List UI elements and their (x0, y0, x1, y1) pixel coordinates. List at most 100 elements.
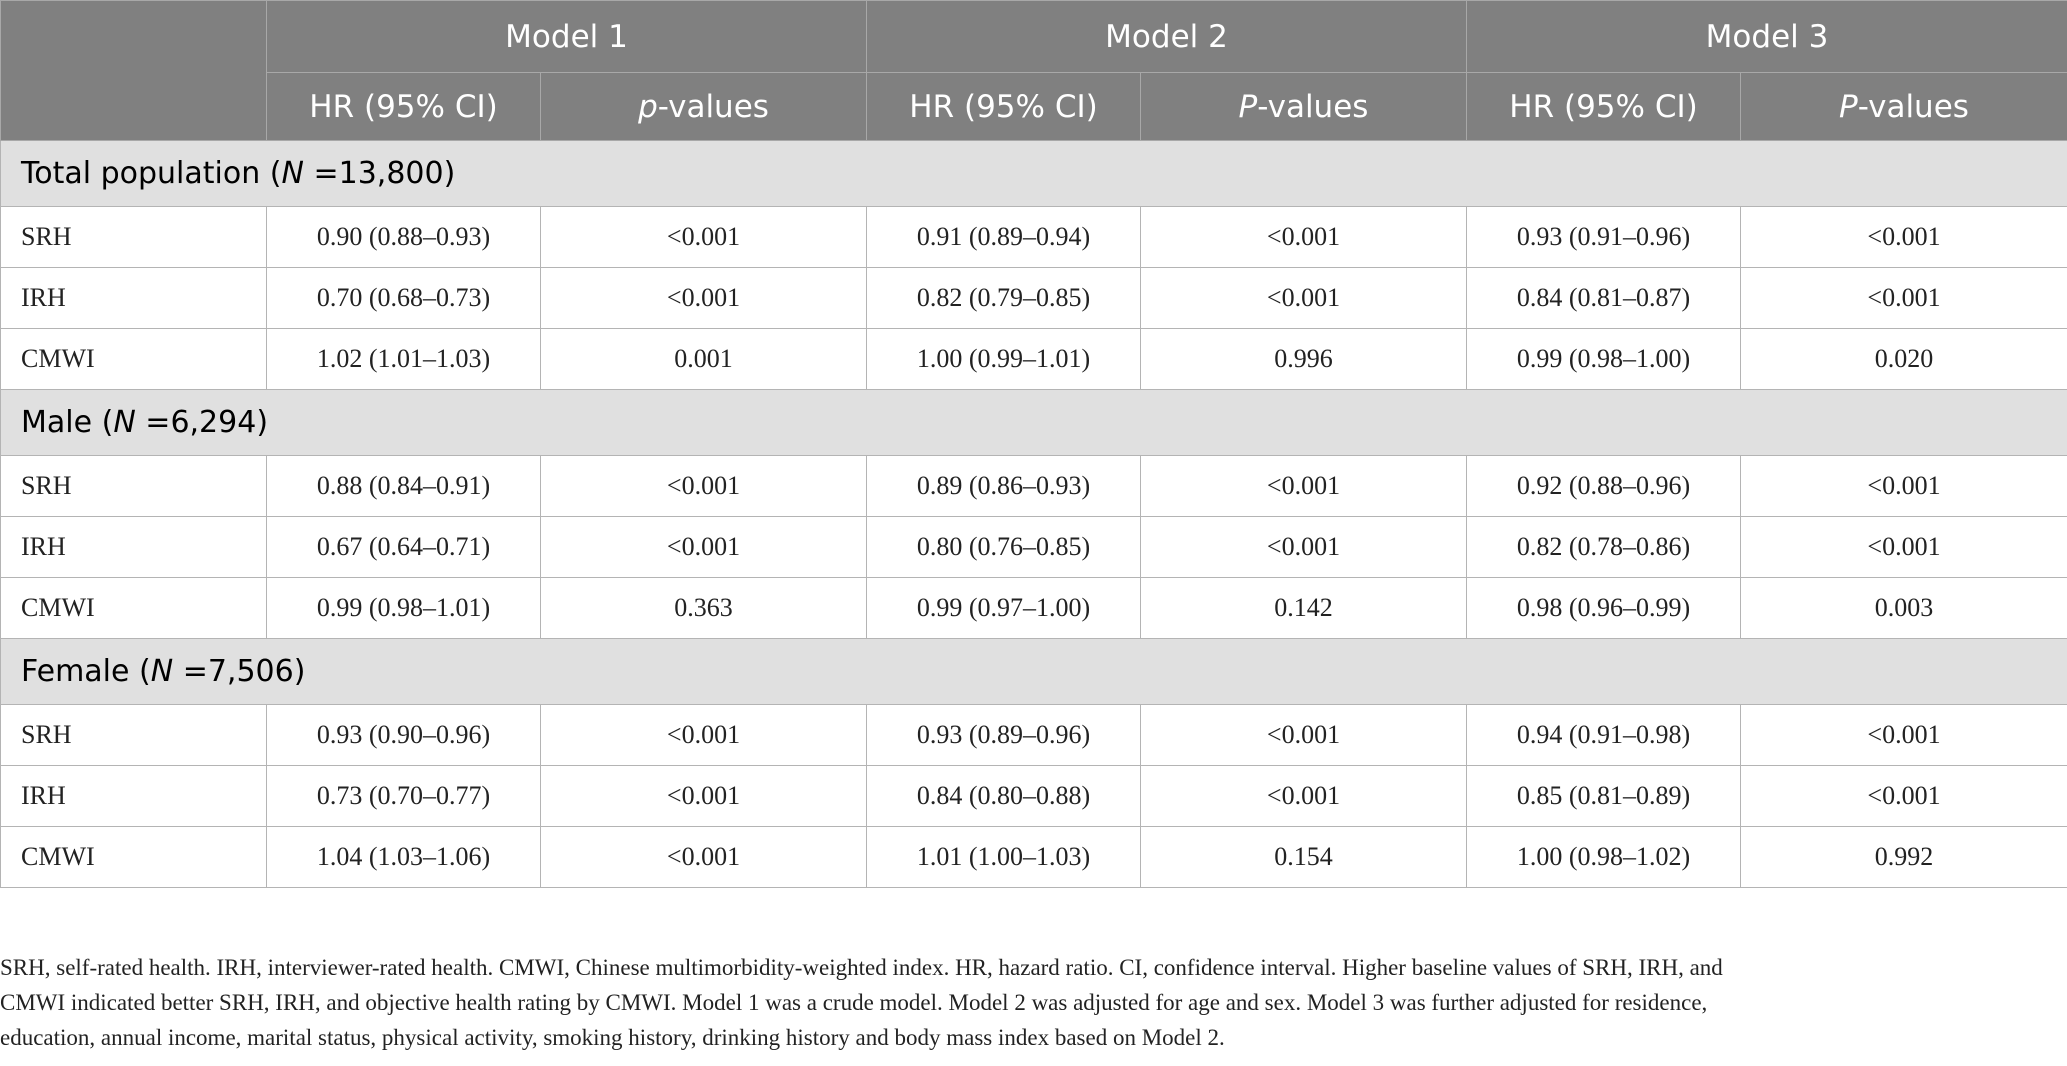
column-header: HR (95% CI) (866, 72, 1141, 141)
column-header: HR (95% CI) (266, 72, 541, 141)
data-cell: 0.93 (0.89–0.96) (866, 704, 1141, 766)
section-label: Male (N =6,294) (0, 389, 2067, 456)
row-label: SRH (0, 455, 267, 517)
column-header: HR (95% CI) (1466, 72, 1741, 141)
section-row: Total population (N =13,800) (0, 140, 2067, 207)
results-table: Model 1 Model 2 Model 3 HR (95% CI) p-values… (0, 0, 2067, 888)
row-label: CMWI (0, 826, 267, 888)
section-text: =7,506) (173, 654, 306, 689)
data-cell: 1.00 (0.99–1.01) (866, 328, 1141, 390)
data-row: SRH 0.90 (0.88–0.93) <0.001 0.91 (0.89–0.94… (0, 206, 2067, 268)
model-header: Model 2 (866, 0, 1467, 73)
data-cell: <0.001 (540, 704, 867, 766)
data-cell: 0.996 (1140, 328, 1467, 390)
section-text: Male ( (21, 405, 114, 440)
data-cell: 0.001 (540, 328, 867, 390)
data-row: IRH 0.70 (0.68–0.73) <0.001 0.82 (0.79–0.85… (0, 267, 2067, 329)
italic-symbol: P (1238, 88, 1258, 125)
data-row: IRH 0.67 (0.64–0.71) <0.001 0.80 (0.76–0.85… (0, 516, 2067, 578)
data-cell: <0.001 (1740, 267, 2067, 329)
data-cell: 0.84 (0.80–0.88) (866, 765, 1141, 827)
data-cell: 0.91 (0.89–0.94) (866, 206, 1141, 268)
data-cell: 0.363 (540, 577, 867, 639)
section-label: Female (N =7,506) (0, 638, 2067, 705)
data-cell: 0.99 (0.98–1.01) (266, 577, 541, 639)
italic-symbol: P (1839, 88, 1858, 125)
data-cell: <0.001 (540, 267, 867, 329)
section-text: =6,294) (135, 405, 269, 440)
data-cell: <0.001 (1740, 455, 2067, 517)
data-row: SRH 0.93 (0.90–0.96) <0.001 0.93 (0.89–0.96… (0, 704, 2067, 766)
data-cell: 0.98 (0.96–0.99) (1466, 577, 1741, 639)
data-cell: 0.70 (0.68–0.73) (266, 267, 541, 329)
data-cell: 0.89 (0.86–0.93) (866, 455, 1141, 517)
italic-symbol: p (638, 88, 658, 125)
row-label: CMWI (0, 328, 267, 390)
row-label: CMWI (0, 577, 267, 639)
italic-symbol: N (281, 156, 304, 191)
data-cell: 0.85 (0.81–0.89) (1466, 765, 1741, 827)
data-cell: <0.001 (540, 516, 867, 578)
data-cell: <0.001 (1740, 516, 2067, 578)
data-row: CMWI 0.99 (0.98–1.01) 0.363 0.99 (0.97–1.00… (0, 577, 2067, 639)
data-cell: <0.001 (1740, 206, 2067, 268)
row-label: SRH (0, 206, 267, 268)
data-cell: <0.001 (1740, 765, 2067, 827)
data-cell: 0.992 (1740, 826, 2067, 888)
footnote: SRH, self-rated health. IRH, interviewer… (0, 950, 2067, 1055)
section-label: Total population (N =13,800) (0, 140, 2067, 207)
data-cell: 0.003 (1740, 577, 2067, 639)
data-cell: <0.001 (1140, 267, 1467, 329)
section-row: Female (N =7,506) (0, 638, 2067, 705)
row-label: IRH (0, 267, 267, 329)
data-cell: <0.001 (540, 826, 867, 888)
column-header-text: -values (657, 88, 769, 125)
data-cell: 0.154 (1140, 826, 1467, 888)
data-cell: <0.001 (540, 206, 867, 268)
section-row: Male (N =6,294) (0, 389, 2067, 456)
data-cell: 0.99 (0.97–1.00) (866, 577, 1141, 639)
data-cell: <0.001 (1140, 206, 1467, 268)
data-row: CMWI 1.04 (1.03–1.06) <0.001 1.01 (1.00–1.0… (0, 826, 2067, 888)
row-label: SRH (0, 704, 267, 766)
footnote-line: SRH, self-rated health. IRH, interviewer… (0, 955, 1723, 980)
data-cell: 0.94 (0.91–0.98) (1466, 704, 1741, 766)
data-cell: 0.80 (0.76–0.85) (866, 516, 1141, 578)
data-cell: 0.73 (0.70–0.77) (266, 765, 541, 827)
footnote-line: education, annual income, marital status… (0, 1025, 1225, 1050)
data-cell: 0.020 (1740, 328, 2067, 390)
data-cell: 1.01 (1.00–1.03) (866, 826, 1141, 888)
data-cell: 0.90 (0.88–0.93) (266, 206, 541, 268)
data-cell: 0.82 (0.78–0.86) (1466, 516, 1741, 578)
data-cell: 0.82 (0.79–0.85) (866, 267, 1141, 329)
data-cell: <0.001 (1140, 765, 1467, 827)
data-cell: <0.001 (1140, 704, 1467, 766)
data-cell: <0.001 (540, 455, 867, 517)
column-header-text: -values (1257, 88, 1369, 125)
data-cell: <0.001 (1740, 704, 2067, 766)
row-label: IRH (0, 516, 267, 578)
data-cell: <0.001 (540, 765, 867, 827)
model-header: Model 1 (266, 0, 867, 73)
section-text: =13,800) (303, 156, 456, 191)
data-cell: 0.93 (0.90–0.96) (266, 704, 541, 766)
data-cell: 0.67 (0.64–0.71) (266, 516, 541, 578)
data-cell: 0.84 (0.81–0.87) (1466, 267, 1741, 329)
italic-symbol: N (113, 405, 136, 440)
column-header: p-values (540, 72, 867, 141)
row-label: IRH (0, 765, 267, 827)
data-row: SRH 0.88 (0.84–0.91) <0.001 0.89 (0.86–0.93… (0, 455, 2067, 517)
data-row: CMWI 1.02 (1.01–1.03) 0.001 1.00 (0.99–1.01… (0, 328, 2067, 390)
column-header: P-values (1740, 72, 2067, 141)
header-row: Model 1 Model 2 Model 3 (0, 0, 2067, 141)
corner-cell (0, 0, 267, 141)
data-cell: 0.93 (0.91–0.96) (1466, 206, 1741, 268)
data-cell: 0.99 (0.98–1.00) (1466, 328, 1741, 390)
header-row: HR (95% CI) p-values HR (95% CI) P-values HR… (1, 72, 2067, 141)
data-cell: <0.001 (1140, 455, 1467, 517)
data-cell: 0.92 (0.88–0.96) (1466, 455, 1741, 517)
model-header: Model 3 (1466, 0, 2067, 73)
section-text: Total population ( (21, 156, 282, 191)
italic-symbol: N (150, 654, 174, 689)
